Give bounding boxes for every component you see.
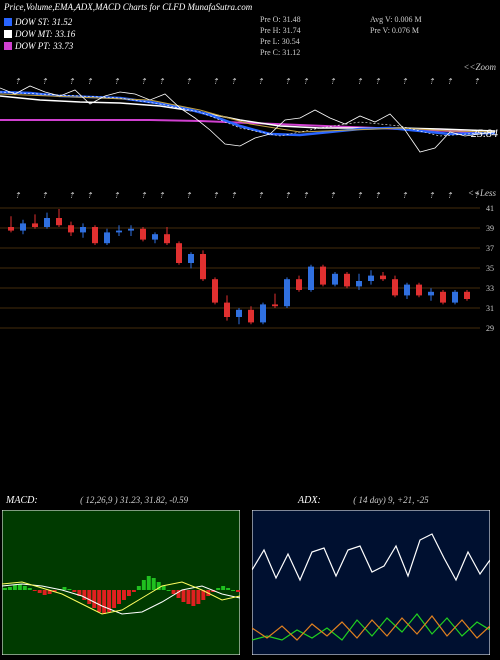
stat-high: Pre H: 31.74 <box>260 25 301 36</box>
svg-text:⇡: ⇡ <box>86 77 93 86</box>
svg-text:⇡: ⇡ <box>158 191 165 200</box>
candle-panel: 41 39 37 35 33 31 29 <box>0 200 500 335</box>
svg-text:⇡: ⇡ <box>473 191 480 200</box>
svg-text:⇡: ⇡ <box>68 191 75 200</box>
svg-text:35: 35 <box>486 264 494 273</box>
svg-text:39: 39 <box>486 224 494 233</box>
svg-text:⇡: ⇡ <box>374 77 381 86</box>
svg-text:37: 37 <box>486 244 494 253</box>
svg-text:⇡: ⇡ <box>401 191 408 200</box>
adx-values: ( 14 day) 9, +21, -25 <box>353 495 428 505</box>
svg-text:⇡: ⇡ <box>113 191 120 200</box>
stat-close: Pre C: 31.12 <box>260 47 301 58</box>
svg-text:⇡: ⇡ <box>140 191 147 200</box>
svg-text:⇡: ⇡ <box>14 191 21 200</box>
stats-ohlc: Pre O: 31.48 Pre H: 31.74 Pre L: 30.54 P… <box>260 14 301 58</box>
stat-open: Pre O: 31.48 <box>260 14 301 25</box>
svg-text:31: 31 <box>486 304 494 313</box>
svg-text:⇡: ⇡ <box>230 191 237 200</box>
ema-panel: ⇡ ⇡ ⇡ ⇡ ⇡ ⇡ ⇡ ⇡ ⇡ ⇡ ⇡ ⇡ ⇡ ⇡ ⇡ ⇡ ⇡ ⇡ ⇡ ⇡ ⇡ ⇡ ⇡ ⇡ ⇡ ⇡ ⇡ ⇡ ⇡ ⇡ ⇡ ⇡ ⇡ ⇡ ⇡ ⇡ ⇡ ⇡ ⇡ ⇡ <box>0 60 500 200</box>
legend-row-mt: DOW MT: 33.16 <box>4 28 75 40</box>
last-price-label: 25.84 <box>471 126 498 141</box>
svg-text:⇡: ⇡ <box>68 77 75 86</box>
svg-text:33: 33 <box>486 284 494 293</box>
svg-text:⇡: ⇡ <box>86 191 93 200</box>
legend-row-pt: DOW PT: 33.73 <box>4 40 75 52</box>
svg-text:⇡: ⇡ <box>158 77 165 86</box>
svg-text:⇡: ⇡ <box>41 77 48 86</box>
adx-panel <box>252 510 490 655</box>
svg-text:⇡: ⇡ <box>428 191 435 200</box>
legend-row-st: DOW ST: 31.52 <box>4 16 75 28</box>
svg-text:⇡: ⇡ <box>374 191 381 200</box>
chart-title: Price,Volume,EMA,ADX,MACD Charts for CLF… <box>4 2 252 12</box>
svg-text:⇡: ⇡ <box>329 77 336 86</box>
svg-text:⇡: ⇡ <box>329 191 336 200</box>
svg-text:⇡: ⇡ <box>257 77 264 86</box>
svg-text:⇡: ⇡ <box>401 77 408 86</box>
svg-text:⇡: ⇡ <box>284 191 291 200</box>
svg-text:⇡: ⇡ <box>473 77 480 86</box>
stat-avgvol: Avg V: 0.006 M <box>370 14 422 25</box>
svg-text:⇡: ⇡ <box>302 191 309 200</box>
macd-values: ( 12,26,9 ) 31.23, 31.82, -0.59 <box>80 495 188 505</box>
svg-text:29: 29 <box>486 324 494 333</box>
svg-text:⇡: ⇡ <box>302 77 309 86</box>
macd-title: MACD: ( 12,26,9 ) 31.23, 31.82, -0.59 <box>6 495 188 506</box>
legend-swatch-mt <box>4 30 12 38</box>
stats-volume: Avg V: 0.006 M Pre V: 0.076 M <box>370 14 422 36</box>
svg-text:⇡: ⇡ <box>14 77 21 86</box>
legend-label-st: DOW ST: 31.52 <box>15 16 72 28</box>
legend-swatch-pt <box>4 42 12 50</box>
svg-text:⇡: ⇡ <box>446 77 453 86</box>
svg-text:⇡: ⇡ <box>185 77 192 86</box>
legend-label-pt: DOW PT: 33.73 <box>15 40 73 52</box>
svg-text:⇡: ⇡ <box>356 77 363 86</box>
svg-text:⇡: ⇡ <box>185 191 192 200</box>
svg-text:⇡: ⇡ <box>212 191 219 200</box>
legend-swatch-st <box>4 18 12 26</box>
svg-text:⇡: ⇡ <box>113 77 120 86</box>
legend: DOW ST: 31.52 DOW MT: 33.16 DOW PT: 33.7… <box>4 16 75 52</box>
svg-text:⇡: ⇡ <box>356 191 363 200</box>
svg-text:⇡: ⇡ <box>257 191 264 200</box>
stat-prevol: Pre V: 0.076 M <box>370 25 422 36</box>
svg-text:⇡: ⇡ <box>41 191 48 200</box>
svg-text:⇡: ⇡ <box>428 77 435 86</box>
adx-title: ADX: ( 14 day) 9, +21, -25 <box>298 495 429 506</box>
svg-text:⇡: ⇡ <box>230 77 237 86</box>
stat-low: Pre L: 30.54 <box>260 36 301 47</box>
legend-label-mt: DOW MT: 33.16 <box>15 28 75 40</box>
svg-text:⇡: ⇡ <box>212 77 219 86</box>
svg-text:41: 41 <box>486 204 494 213</box>
macd-panel <box>2 510 240 655</box>
svg-text:⇡: ⇡ <box>446 191 453 200</box>
svg-text:⇡: ⇡ <box>140 77 147 86</box>
svg-text:⇡: ⇡ <box>284 77 291 86</box>
